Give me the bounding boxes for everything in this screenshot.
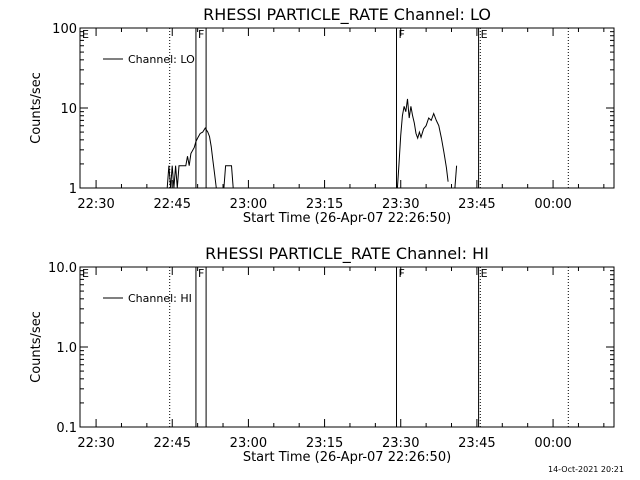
x-tick-label: 23:15 [306,197,343,212]
annotation-label: E [82,267,89,280]
x-tick-label: 23:30 [382,197,419,212]
x-tick-label: 22:30 [77,436,114,451]
x-tick-label: 22:45 [154,436,191,451]
legend: Channel: HI [103,292,192,305]
generation-timestamp: 14-Oct-2021 20:21 [548,465,624,474]
series-line [454,165,458,189]
series [166,98,458,189]
x-tick-label: 23:15 [306,436,343,451]
annotation-label: E [481,28,488,41]
annotation-label: E [481,267,488,280]
x-tick-label: 00:00 [534,197,571,212]
x-tick-label: 23:45 [458,197,495,212]
series-line [166,127,217,189]
x-tick-label: 23:30 [382,436,419,451]
legend: Channel: LO [103,53,195,66]
y-axis-label: Counts/sec [29,311,44,383]
x-tick-label: 23:45 [458,436,495,451]
y-tick-label: 1 [69,182,77,197]
x-axis: 22:30 22:45 23:00 23:15 23:30 23:45 00:00 [77,28,605,212]
chart-title: RHESSI PARTICLE_RATE Channel: LO [203,5,491,25]
x-axis-label: Start Time (26-Apr-07 22:26:50) [243,211,451,226]
y-tick-label: 0.1 [56,421,77,436]
annotation-label: F [198,28,204,41]
x-tick-label: 22:30 [77,197,114,212]
y-tick-label: 100 [52,22,77,37]
y-tick-label: 1.0 [56,341,77,356]
x-tick-label: 23:00 [230,197,267,212]
legend-label: Channel: LO [128,53,195,66]
annotation-label: F [399,28,405,41]
annotation-label: F [399,267,405,280]
x-axis: 22:30 22:45 23:00 23:15 23:30 23:45 00:00 [77,267,605,451]
x-tick-label: 00:00 [534,436,571,451]
annotation-label: E [82,28,89,41]
legend-label: Channel: HI [128,292,192,305]
y-axis: 0.1 1.0 10.0 [48,261,614,436]
series-line [223,165,234,189]
plot-frame [79,266,615,428]
x-tick-label: 23:00 [230,436,267,451]
plot-frame [79,27,615,189]
annotation-label: F [198,267,204,280]
y-tick-label: 10.0 [48,261,77,276]
y-tick-label: 10 [60,102,77,117]
x-axis-label: Start Time (26-Apr-07 22:26:50) [243,450,451,465]
x-tick-label: 22:45 [154,197,191,212]
chart-title: RHESSI PARTICLE_RATE Channel: HI [205,244,489,264]
y-axis: 1 10 100 [52,22,614,197]
series-line [396,98,449,189]
y-axis-label: Counts/sec [29,72,44,144]
